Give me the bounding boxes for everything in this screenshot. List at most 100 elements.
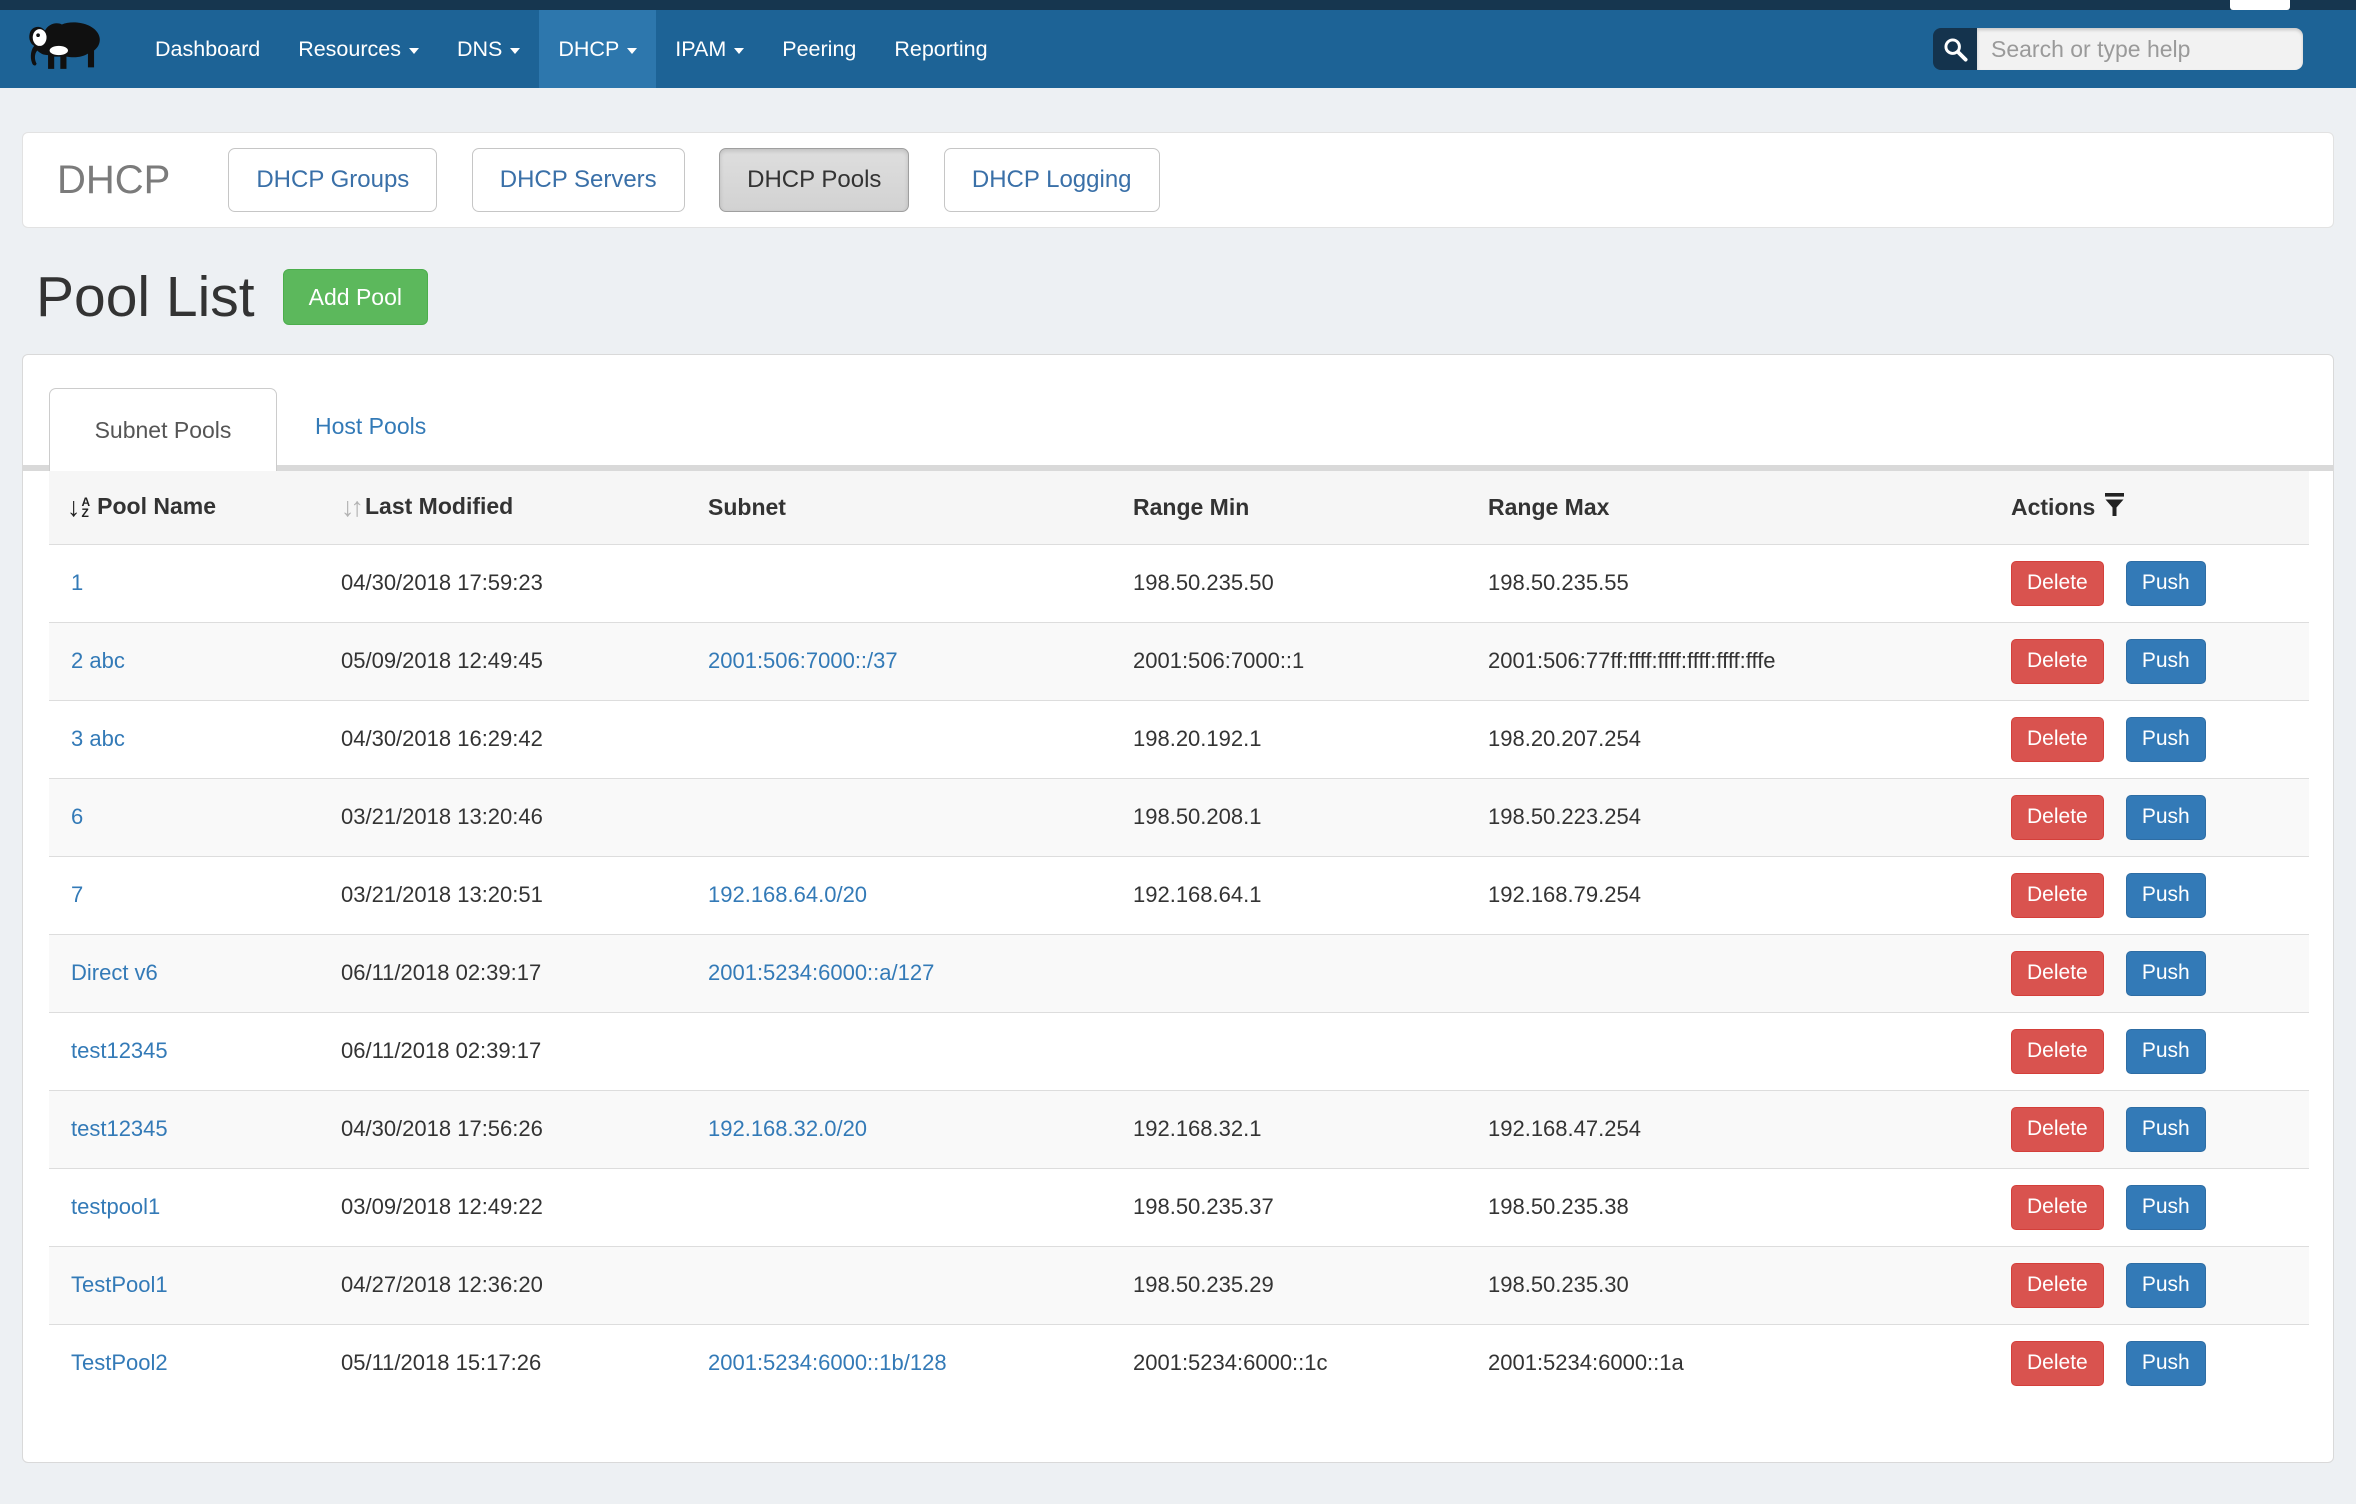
delete-button[interactable]: Delete [2011,1106,2104,1152]
column-actions: Actions [1989,471,2309,544]
delete-button[interactable]: Delete [2011,1028,2104,1074]
add-pool-button[interactable]: Add Pool [282,269,428,325]
delete-button[interactable]: Delete [2011,950,2104,996]
subnet-link[interactable]: 2001:5234:6000::1b/128 [708,1350,947,1376]
sort-updown-icon[interactable]: ↓↑ [341,492,364,523]
column-range-min: Range Min [1133,493,1250,520]
last-modified-cell: 03/21/2018 13:20:51 [319,855,686,934]
push-button[interactable]: Push [2125,794,2206,840]
table-row: testpool1 03/09/2018 12:49:22 198.50.235… [49,1167,2309,1246]
pool-table: ↓ A Z Pool Name ↓↑ Last Modified Subnet Rang… [49,471,2309,1402]
subnet-link[interactable]: 192.168.32.0/20 [708,1116,868,1141]
push-button[interactable]: Push [2125,1262,2206,1308]
table-row: 1 04/30/2018 17:59:23 198.50.235.50 198.… [49,543,2309,622]
tab-host-pools[interactable]: Host Pools [315,413,427,439]
pool-name-link[interactable]: Direct v6 [71,960,158,985]
push-button[interactable]: Push [2125,950,2206,996]
range-max-cell: 198.50.235.38 [1466,1167,1989,1246]
search-icon[interactable] [1933,28,1977,70]
last-modified-cell: 04/27/2018 12:36:20 [319,1245,686,1324]
nav-item-dhcp[interactable]: DHCP [539,10,657,88]
range-max-cell: 198.50.223.254 [1466,777,1989,856]
table-row: 7 03/21/2018 13:20:51 192.168.64.0/20 19… [49,855,2309,934]
table-row: TestPool1 04/27/2018 12:36:20 198.50.235… [49,1245,2309,1324]
push-button[interactable]: Push [2125,872,2206,918]
chevron-down-icon [408,48,419,54]
range-max-cell: 2001:506:77ff:ffff:ffff:ffff:ffff:fffe [1466,621,1989,700]
dhcp-subnav: DHCP DHCP Groups DHCP Servers DHCP Pools… [22,132,2334,228]
pool-name-link[interactable]: 2 abc [71,648,125,673]
mammoth-logo[interactable] [22,18,114,80]
nav-item-resources[interactable]: Resources [279,10,438,88]
delete-button[interactable]: Delete [2011,872,2104,918]
pool-name-link[interactable]: TestPool2 [71,1350,168,1376]
column-last-modified[interactable]: ↓↑ Last Modified [341,492,514,523]
subnet-link[interactable]: 2001:5234:6000::a/127 [708,960,935,985]
range-max-cell [1466,1011,1989,1090]
filter-icon[interactable] [2104,493,2125,517]
last-modified-cell: 06/11/2018 02:39:17 [319,933,686,1012]
delete-button[interactable]: Delete [2011,794,2104,840]
tab-subnet-pools[interactable]: Subnet Pools [49,388,277,471]
search-input[interactable] [1977,28,2303,70]
range-min-cell: 198.50.235.50 [1111,543,1466,622]
push-button[interactable]: Push [2125,716,2206,762]
nav-item-reporting[interactable]: Reporting [894,36,988,61]
push-button[interactable]: Push [2125,638,2206,684]
range-max-cell: 2001:5234:6000::1a [1466,1323,1989,1402]
range-min-cell: 192.168.64.1 [1111,855,1466,934]
pool-name-link[interactable]: 6 [71,804,84,829]
last-modified-cell: 06/11/2018 02:39:17 [319,1011,686,1090]
nav-item-peering[interactable]: Peering [782,36,857,61]
chevron-down-icon [627,48,638,54]
delete-button[interactable]: Delete [2011,560,2104,606]
sort-az-icon[interactable]: ↓ A Z [67,492,91,523]
delete-button[interactable]: Delete [2011,1184,2104,1230]
browser-tab [2230,0,2290,10]
range-min-cell: 198.50.235.37 [1111,1167,1466,1246]
table-row: 2 abc 05/09/2018 12:49:45 2001:506:7000:… [49,621,2309,700]
pool-name-link[interactable]: 1 [71,570,84,595]
range-max-cell: 198.20.207.254 [1466,699,1989,778]
range-max-cell: 198.50.235.55 [1466,543,1989,622]
last-modified-cell: 04/30/2018 17:56:26 [319,1089,686,1168]
range-min-cell: 198.20.192.1 [1111,699,1466,778]
pool-list-panel: Subnet Pools Host Pools ↓ A Z Pool Name ↓↑ L… [22,354,2334,1463]
subnav-button-dhcp-servers[interactable]: DHCP Servers [471,148,685,212]
top-strip [0,0,2356,10]
range-min-cell: 2001:5234:6000::1c [1111,1323,1466,1402]
table-row: test12345 04/30/2018 17:56:26 192.168.32… [49,1089,2309,1168]
subnav-button-dhcp-pools[interactable]: DHCP Pools [719,148,910,212]
delete-button[interactable]: Delete [2011,638,2104,684]
nav-item-ipam[interactable]: IPAM [656,10,763,88]
search-bar [1933,28,2303,70]
chevron-down-icon [510,48,521,54]
nav-item-dashboard[interactable]: Dashboard [155,36,261,61]
delete-button[interactable]: Delete [2011,1262,2104,1308]
delete-button[interactable]: Delete [2011,716,2104,762]
delete-button[interactable]: Delete [2011,1340,2104,1386]
table-row: 3 abc 04/30/2018 16:29:42 198.20.192.1 1… [49,699,2309,778]
pool-name-link[interactable]: test12345 [71,1038,168,1063]
nav-item-dns[interactable]: DNS [438,10,539,88]
column-pool-name[interactable]: ↓ A Z Pool Name [67,492,217,523]
page-title: Pool List [36,265,255,329]
subnav-button-dhcp-logging[interactable]: DHCP Logging [943,148,1160,212]
subnet-link[interactable]: 2001:506:7000::/37 [708,648,898,673]
push-button[interactable]: Push [2125,1340,2206,1386]
last-modified-cell: 04/30/2018 17:59:23 [319,543,686,622]
pool-name-link[interactable]: TestPool1 [71,1272,168,1297]
table-row: Direct v6 06/11/2018 02:39:17 2001:5234:… [49,933,2309,1012]
push-button[interactable]: Push [2125,560,2206,606]
pool-name-link[interactable]: test12345 [71,1116,168,1141]
pool-name-link[interactable]: 3 abc [71,726,125,751]
push-button[interactable]: Push [2125,1028,2206,1074]
pool-name-link[interactable]: 7 [71,882,84,907]
column-subnet: Subnet [708,493,786,520]
push-button[interactable]: Push [2125,1184,2206,1230]
push-button[interactable]: Push [2125,1106,2206,1152]
subnav-button-dhcp-groups[interactable]: DHCP Groups [228,148,438,212]
subnet-link[interactable]: 192.168.64.0/20 [708,882,868,907]
pool-name-link[interactable]: testpool1 [71,1194,161,1219]
range-min-cell [1111,1011,1466,1090]
